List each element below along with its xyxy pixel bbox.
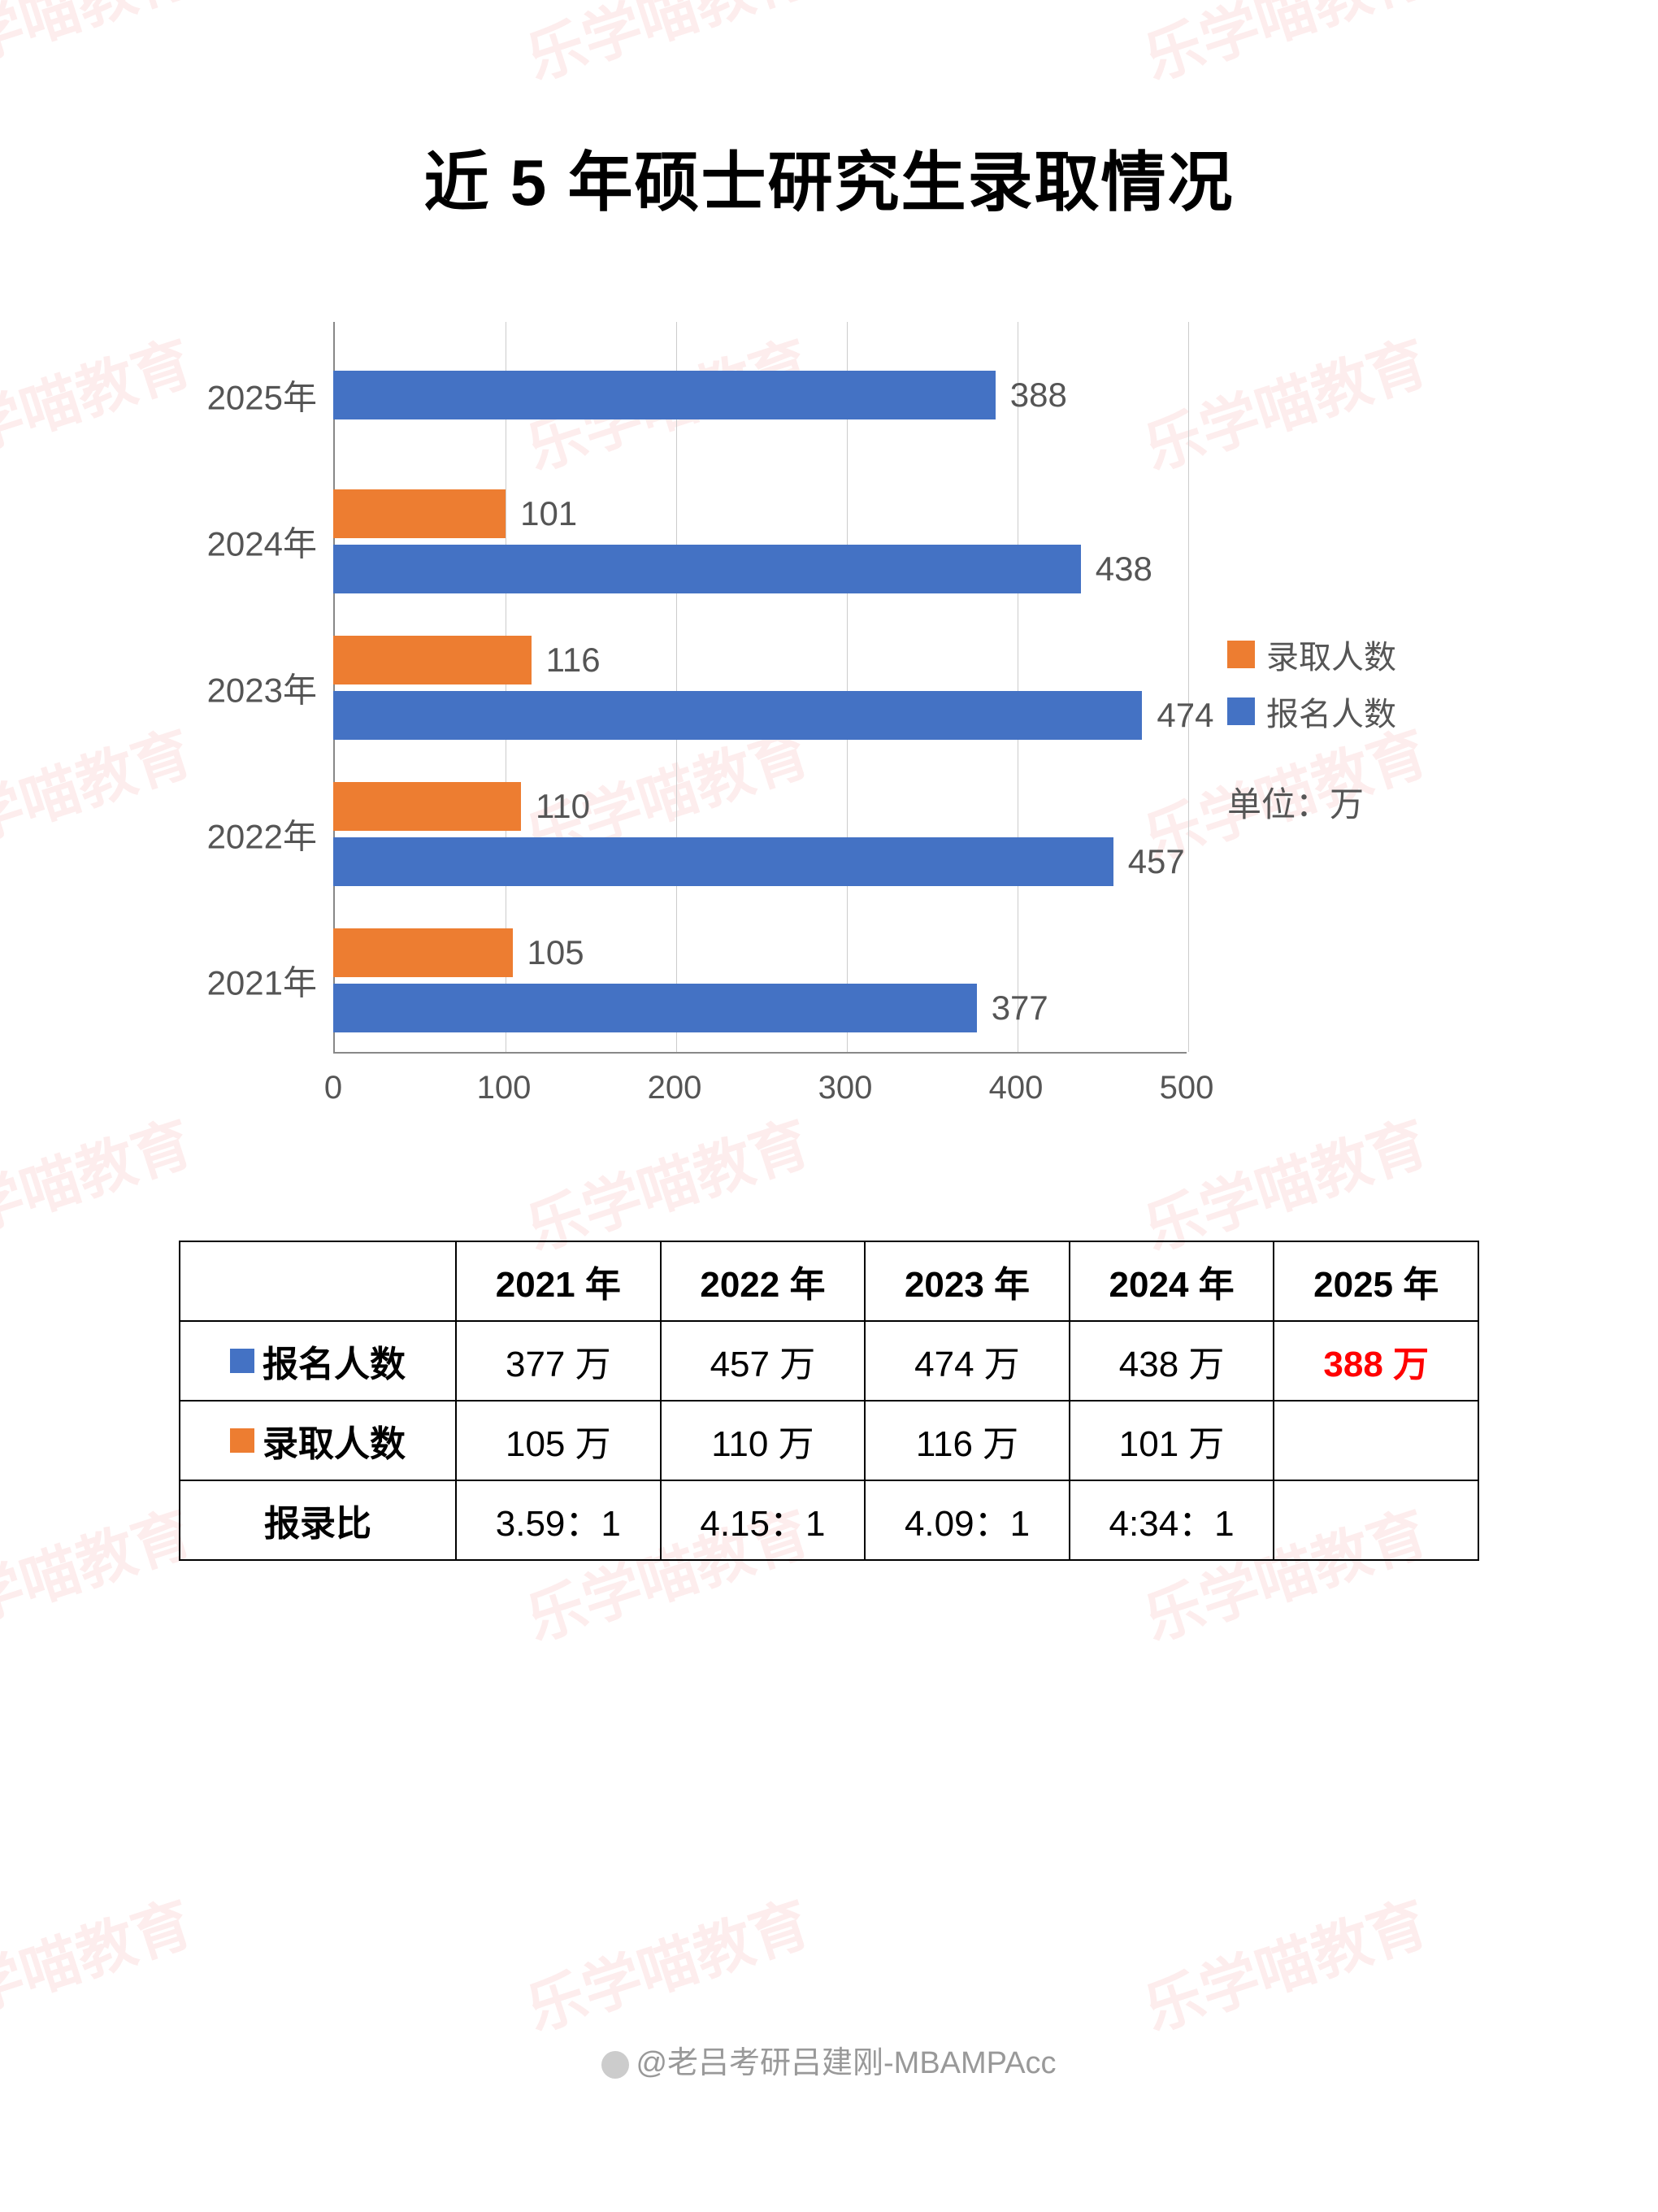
x-tick-label: 400 (989, 1070, 1044, 1106)
x-tick-label: 100 (477, 1070, 532, 1106)
y-category-label: 2024年 (146, 517, 317, 567)
bar (333, 984, 977, 1032)
bar (333, 545, 1081, 593)
x-tick-label: 0 (324, 1070, 342, 1106)
bar-chart: 2025年 2024年 2023年 2022年 2021年 0 100 200 300 400 5… (146, 322, 1512, 1176)
x-tick-label: 200 (648, 1070, 702, 1106)
bar-value-label: 474 (1157, 696, 1213, 735)
bar (333, 489, 506, 538)
bar (333, 837, 1113, 886)
table-cell: 4.15：1 (661, 1480, 866, 1560)
table-header-cell: 2025 年 (1274, 1241, 1478, 1321)
row-head: 报名人数 (180, 1321, 456, 1401)
table-cell: 377 万 (456, 1321, 661, 1401)
row-head: 报录比 (180, 1480, 456, 1560)
table-row: 报录比3.59：14.15：14.09：14:34：1 (180, 1480, 1478, 1560)
x-tick-label: 500 (1160, 1070, 1214, 1106)
table-cell: 4.09：1 (865, 1480, 1070, 1560)
y-category-label: 2021年 (146, 956, 317, 1006)
table-header-cell: 2021 年 (456, 1241, 661, 1321)
legend: 录取人数报名人数 (1227, 631, 1396, 745)
table-cell: 474 万 (865, 1321, 1070, 1401)
y-category-label: 2025年 (146, 371, 317, 420)
table-cell: 438 万 (1070, 1321, 1274, 1401)
table-cell: 105 万 (456, 1401, 661, 1480)
footer-attribution: @老吕考研吕建刚-MBAMPAcc (0, 2037, 1658, 2082)
table-header-cell: 2022 年 (661, 1241, 866, 1321)
table-cell: 116 万 (865, 1401, 1070, 1480)
bar-value-label: 388 (1010, 376, 1067, 415)
bar-value-label: 110 (536, 787, 590, 826)
table-cell: 457 万 (661, 1321, 866, 1401)
weibo-icon (601, 2051, 629, 2079)
legend-item: 报名人数 (1227, 688, 1396, 735)
y-category-label: 2022年 (146, 810, 317, 859)
table-cell: 101 万 (1070, 1401, 1274, 1480)
bar (333, 636, 532, 684)
bar (333, 928, 513, 977)
table-cell: 4:34：1 (1070, 1480, 1274, 1560)
bar-value-label: 101 (520, 494, 577, 533)
table-cell (1274, 1480, 1478, 1560)
table-cell: 388 万 (1274, 1321, 1478, 1401)
page-title: 近 5 年硕士研究生录取情况 (98, 130, 1560, 224)
table-cell: 3.59：1 (456, 1480, 661, 1560)
bar (333, 691, 1142, 740)
x-tick-label: 300 (818, 1070, 873, 1106)
bar-value-label: 105 (527, 933, 584, 972)
row-head: 录取人数 (180, 1401, 456, 1480)
table-row: 录取人数105 万110 万116 万101 万 (180, 1401, 1478, 1480)
bar-value-label: 116 (546, 641, 601, 680)
data-table: 2021 年2022 年2023 年2024 年2025 年报名人数377 万4… (179, 1241, 1479, 1561)
legend-item: 录取人数 (1227, 631, 1396, 678)
table-cell: 110 万 (661, 1401, 866, 1480)
bar (333, 371, 996, 419)
bar-value-label: 377 (992, 989, 1048, 1028)
table-header-cell: 2024 年 (1070, 1241, 1274, 1321)
bar-value-label: 438 (1096, 550, 1152, 589)
bar (333, 782, 521, 831)
y-category-label: 2023年 (146, 663, 317, 713)
table-header-cell: 2023 年 (865, 1241, 1070, 1321)
table-cell (1274, 1401, 1478, 1480)
bar-value-label: 457 (1128, 842, 1185, 881)
table-row: 报名人数377 万457 万474 万438 万388 万 (180, 1321, 1478, 1401)
unit-label: 单位：万 (1227, 777, 1364, 827)
table-header-cell (180, 1241, 456, 1321)
